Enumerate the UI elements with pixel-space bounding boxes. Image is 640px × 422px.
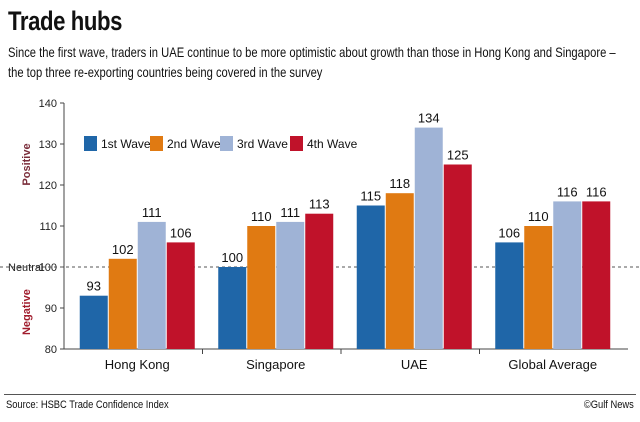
legend-swatch xyxy=(84,136,97,151)
bar-2nd-wave xyxy=(247,226,276,349)
legend-swatch xyxy=(220,136,233,151)
x-tick-label: Singapore xyxy=(246,357,305,372)
bar-4th-wave xyxy=(443,164,472,349)
value-label: 93 xyxy=(87,279,101,294)
bar-3rd-wave xyxy=(276,221,305,349)
bar-2nd-wave xyxy=(524,226,553,349)
value-label: 106 xyxy=(498,225,520,240)
value-label: 134 xyxy=(418,111,440,126)
footer-divider xyxy=(4,394,636,395)
negative-label: Negative xyxy=(21,289,33,335)
y-tick-label: 140 xyxy=(39,98,57,110)
chart-title: Trade hubs xyxy=(8,6,123,36)
bar-3rd-wave xyxy=(553,201,582,349)
value-label: 102 xyxy=(112,242,134,257)
bar-3rd-wave xyxy=(137,221,166,349)
legend-label: 3rd Wave xyxy=(237,137,288,151)
value-label: 110 xyxy=(251,209,272,224)
legend-label: 2nd Wave xyxy=(167,137,221,151)
bar-4th-wave xyxy=(582,201,611,349)
neutral-label: Neutral xyxy=(8,262,43,274)
value-label: 116 xyxy=(557,184,578,199)
bar-4th-wave xyxy=(305,213,334,349)
value-label: 125 xyxy=(447,148,469,163)
value-label: 110 xyxy=(528,209,549,224)
y-tick-label: 100 xyxy=(39,262,57,274)
positive-label: Positive xyxy=(21,143,33,185)
bar-2nd-wave xyxy=(108,258,137,349)
legend: 1st Wave 2nd Wave 3rd Wave 4th Wave xyxy=(84,136,358,151)
value-label: 115 xyxy=(360,189,381,204)
bar-3rd-wave xyxy=(414,127,443,349)
value-label: 111 xyxy=(142,205,162,220)
value-label: 106 xyxy=(170,225,192,240)
credit-note: ©Gulf News xyxy=(583,399,634,411)
legend-swatch xyxy=(150,136,163,151)
y-tick-label: 120 xyxy=(39,180,57,192)
y-tick-label: 80 xyxy=(45,344,57,356)
chart-subtitle: Since the first wave, traders in UAE con… xyxy=(8,44,616,80)
value-label: 111 xyxy=(280,205,300,220)
bar-4th-wave xyxy=(166,242,195,349)
bars xyxy=(79,127,611,349)
bar-1st-wave xyxy=(356,205,385,349)
legend-label: 1st Wave xyxy=(101,137,151,151)
value-label: 100 xyxy=(221,250,243,265)
y-tick-label: 90 xyxy=(45,303,57,315)
bar-2nd-wave xyxy=(385,193,414,349)
bar-1st-wave xyxy=(495,242,524,349)
legend-swatch xyxy=(290,136,303,151)
bar-chart: 80 90 100 110 120 130 140 93 102 111 106 Hong Kong… xyxy=(0,98,640,372)
y-tick-label: 130 xyxy=(39,139,57,151)
value-label: 113 xyxy=(309,197,330,212)
bar-1st-wave xyxy=(79,295,108,349)
x-tick-label: Global Average xyxy=(508,357,597,372)
bar-1st-wave xyxy=(218,267,247,349)
x-tick-label: UAE xyxy=(401,357,428,372)
legend-label: 4th Wave xyxy=(307,137,358,151)
value-label: 118 xyxy=(389,176,410,191)
value-labels: 93 102 111 106 Hong Kong 100 110 111 113 Singapor… xyxy=(87,111,607,372)
y-tick-label: 110 xyxy=(39,221,57,233)
source-note: Source: HSBC Trade Confidence Index xyxy=(6,399,169,411)
x-tick-label: Hong Kong xyxy=(105,357,170,372)
value-label: 116 xyxy=(586,184,607,199)
